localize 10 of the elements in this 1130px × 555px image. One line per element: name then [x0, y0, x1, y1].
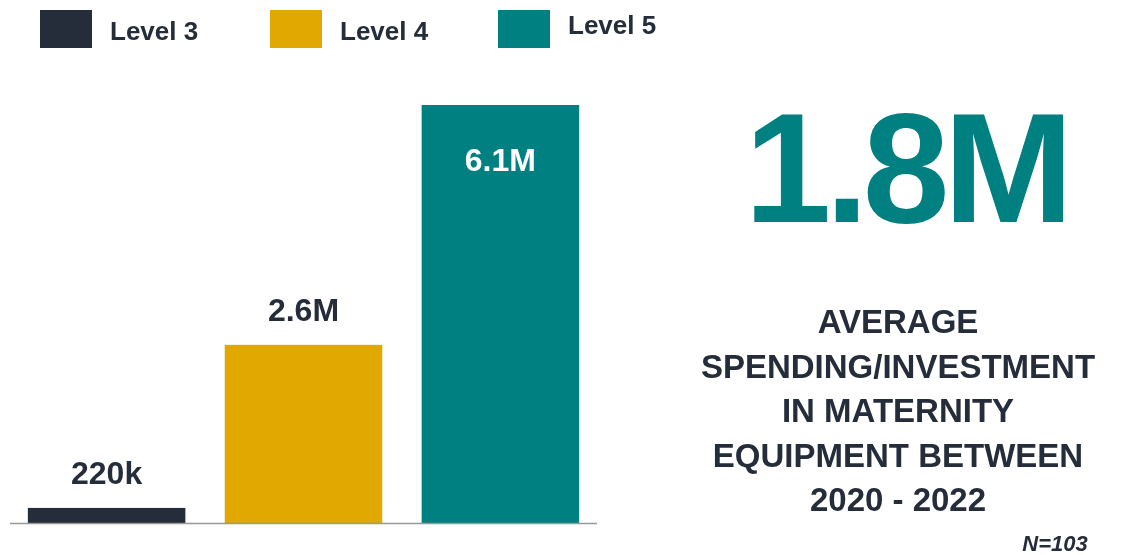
legend: Level 3 Level 4 Level 5	[40, 10, 657, 48]
data-label: 220k	[71, 454, 143, 491]
data-label: 2.6M	[267, 291, 340, 328]
text: 1.8M	[744, 81, 1068, 255]
data-label: 6.1M	[464, 142, 536, 178]
x-tick-label: Level 4	[340, 16, 429, 46]
text: N=103	[1022, 531, 1088, 555]
text: AVERAGE SPENDING/INVESTMENT IN MATERNITY EQUIPMENT BETWEEN 2020 - 2022	[700, 303, 1096, 518]
x-tick-label: Level 5	[568, 10, 657, 40]
x-tick-label: Level 3	[110, 16, 199, 46]
